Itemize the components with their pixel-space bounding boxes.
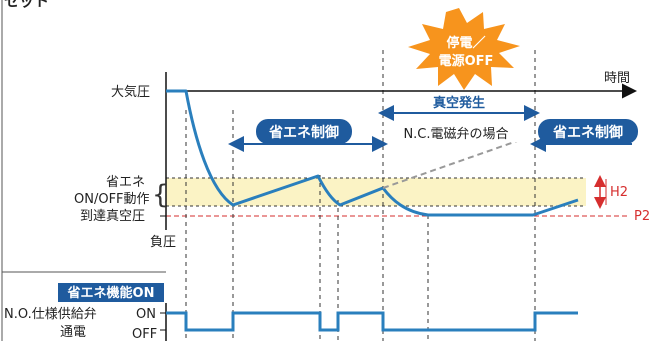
nc-case-bg bbox=[388, 124, 524, 142]
h2-label: H2 bbox=[610, 185, 628, 200]
eco-function-badge bbox=[58, 283, 164, 302]
top-cropped-label: セット bbox=[4, 0, 49, 10]
power-outage-label-2: 電源OFF bbox=[439, 53, 494, 69]
on-label: ON bbox=[136, 307, 156, 322]
negative-pressure-label: 負圧 bbox=[150, 235, 176, 250]
valve-label: N.O.仕様供給弁 bbox=[4, 307, 97, 322]
eco-control-pill-1 bbox=[256, 119, 352, 144]
vacuum-generation-label: 真空発生 bbox=[433, 95, 485, 111]
pressure-curve bbox=[166, 89, 384, 207]
eco-control-1-label: 省エネ制御 bbox=[268, 124, 339, 141]
atmospheric-label: 大気圧 bbox=[111, 84, 150, 100]
eco-function-badge-label: 省エネ機能ON bbox=[67, 285, 155, 301]
time-label: 時間 bbox=[604, 71, 630, 86]
nc-case-dashed-line bbox=[382, 139, 521, 189]
time-guides bbox=[185, 50, 536, 341]
eco-onoff-label-1: 省エネ bbox=[106, 175, 145, 190]
eco-onoff-label-2: ON/OFF動作 bbox=[74, 192, 150, 207]
eco-control-pill-2 bbox=[538, 119, 638, 144]
nc-case-label: N.C.電磁弁の場合 bbox=[403, 127, 508, 142]
reached-vacuum-label: 到達真空圧 bbox=[80, 209, 145, 224]
pressure-curve-after-outage bbox=[381, 187, 579, 217]
energize-label: 通電 bbox=[60, 325, 86, 340]
eco-onoff-brace: { bbox=[152, 180, 169, 210]
power-outage-burst bbox=[408, 8, 520, 90]
eco-control-2-label: 省エネ制御 bbox=[552, 124, 623, 141]
p2-label: P2 bbox=[634, 209, 650, 224]
valve-signal bbox=[166, 311, 578, 332]
power-outage-label-1: 停電／ bbox=[446, 35, 485, 51]
off-label: OFF bbox=[132, 327, 157, 341]
